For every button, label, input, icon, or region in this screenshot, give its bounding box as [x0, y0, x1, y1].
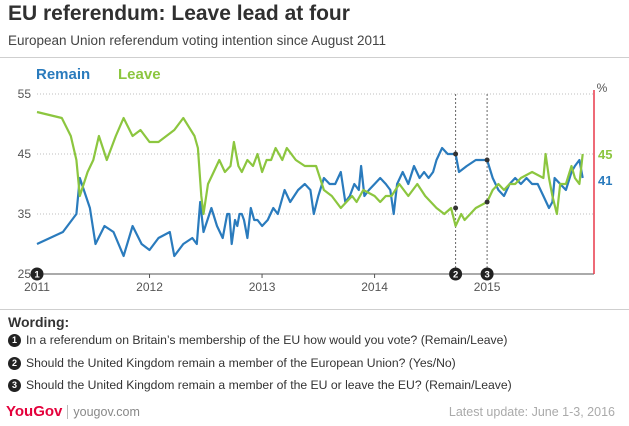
y-tick-label-35: 35	[18, 207, 32, 221]
question-2-text: Should the United Kingdom remain a membe…	[26, 356, 456, 370]
x-tick-label-2015: 2015	[474, 280, 501, 294]
wording-title: Wording:	[8, 314, 70, 330]
leave-end-label: 45	[598, 147, 612, 162]
wording-item-1: 1 In a referendum on Britain’s membershi…	[8, 333, 507, 347]
legend-leave: Leave	[118, 66, 161, 83]
remain-transition-dot-3	[484, 157, 490, 163]
question-2-badge: 2	[8, 356, 21, 370]
yougov-brand: YouGov yougov.com	[6, 403, 140, 420]
page-title: EU referendum: Leave lead at four	[8, 2, 350, 25]
x-tick-label-2014: 2014	[361, 280, 388, 294]
brand-separator	[67, 404, 69, 419]
y-tick-label-45: 45	[18, 147, 32, 161]
series-line-leave	[36, 110, 584, 228]
y-tick-label-25: 25	[18, 267, 32, 281]
remain-transition-dot-2	[453, 151, 459, 157]
y-tick-label-55: 55	[18, 87, 32, 101]
question-badge-label-1: 1	[34, 270, 40, 281]
x-tick-label-2011: 2011	[24, 280, 50, 294]
leave-transition-dot-2	[453, 205, 459, 211]
legend-remain: Remain	[36, 66, 91, 83]
series-line-remain	[36, 146, 584, 258]
page-subtitle: European Union referendum voting intenti…	[8, 33, 387, 48]
latest-update: Latest update: June 1-3, 2016	[448, 405, 615, 419]
yougov-site-link[interactable]: yougov.com	[73, 404, 140, 419]
question-badge-3	[480, 267, 494, 281]
x-tick-label-2012: 2012	[136, 280, 163, 294]
wording-item-3: 3 Should the United Kingdom remain a mem…	[8, 378, 512, 392]
yougov-logo: YouGov	[6, 403, 63, 420]
question-badge-2	[449, 267, 463, 281]
remain-end-label: 41	[598, 173, 612, 188]
question-3-text: Should the United Kingdom remain a membe…	[26, 378, 512, 392]
question-1-text: In a referendum on Britain’s membership …	[26, 333, 508, 347]
leave-transition-dot-3	[484, 199, 490, 205]
question-1-badge: 1	[8, 333, 21, 347]
header-divider	[0, 57, 629, 58]
wording-divider	[0, 309, 629, 310]
x-tick-label-2013: 2013	[249, 280, 276, 294]
wording-item-2: 2 Should the United Kingdom remain a mem…	[8, 356, 456, 370]
y-unit-label: %	[597, 81, 608, 95]
question-badge-label-2: 2	[453, 270, 458, 281]
question-3-badge: 3	[8, 378, 21, 392]
question-badge-label-3: 3	[484, 270, 489, 281]
question-badge-1	[30, 267, 44, 281]
line-chart: 25 35 45 55 2011 2012 2013 2014 2015% 45 41 1 2 3	[18, 81, 613, 294]
